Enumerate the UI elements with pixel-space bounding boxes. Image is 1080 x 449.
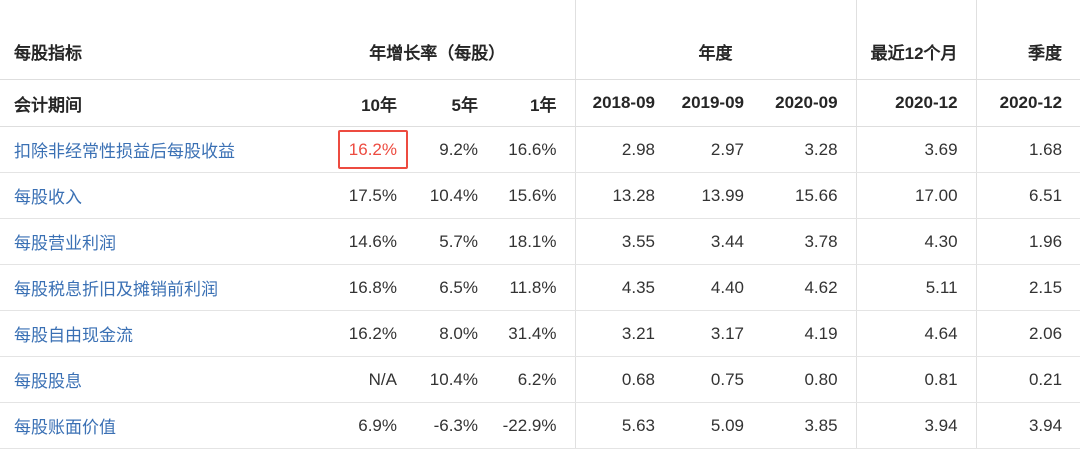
row-label-cell: 每股自由现金流 [0, 310, 300, 357]
cell-2019-09: 3.44 [673, 218, 762, 265]
table-row-fcf-per-share: 每股自由现金流 16.2% 8.0% 31.4% 3.21 3.17 4.19 … [0, 310, 1080, 357]
cell-quarter: 1.96 [975, 218, 1080, 265]
cell-growth-10y: 16.2% [300, 310, 415, 357]
cell-2020-09: 3.85 [762, 402, 857, 449]
highlight-box: 16.2% [337, 130, 408, 169]
group-header-metric: 每股指标 [0, 0, 300, 80]
cell-2018-09: 3.21 [574, 310, 673, 357]
row-link-book-value-per-share[interactable]: 每股账面价值 [14, 418, 116, 437]
row-link-dividend-per-share[interactable]: 每股股息 [14, 372, 82, 391]
cell-growth-10y: 17.5% [300, 172, 415, 219]
cell-2020-09: 4.62 [762, 264, 857, 311]
group-header-ttm: 最近12个月 [855, 0, 977, 80]
cell-growth-1y: 6.2% [496, 356, 575, 403]
cell-growth-1y: -22.9% [496, 402, 575, 449]
column-header-2020-09: 2020-09 [762, 79, 857, 127]
group-header-row: 每股指标 年增长率（每股） 年度 最近12个月 季度 [0, 0, 1080, 80]
cell-ttm: 5.11 [855, 264, 977, 311]
cell-growth-5y: 9.2% [415, 126, 496, 173]
table-row-ebitda-per-share: 每股税息折旧及摊销前利润 16.8% 6.5% 11.8% 4.35 4.40 … [0, 264, 1080, 311]
cell-2019-09: 5.09 [673, 402, 762, 449]
cell-ttm: 4.30 [855, 218, 977, 265]
row-link-operating-income-per-share[interactable]: 每股营业利润 [14, 234, 116, 253]
cell-quarter: 2.06 [975, 310, 1080, 357]
row-label-cell: 每股账面价值 [0, 402, 300, 449]
column-header-quarter-2020-12: 2020-12 [975, 79, 1080, 127]
cell-2019-09: 0.75 [673, 356, 762, 403]
cell-ttm: 3.69 [855, 126, 977, 173]
cell-growth-5y: 10.4% [415, 356, 496, 403]
cell-growth-1y: 11.8% [496, 264, 575, 311]
cell-2020-09: 3.28 [762, 126, 857, 173]
row-link-ebitda-per-share[interactable]: 每股税息折旧及摊销前利润 [14, 280, 218, 299]
cell-growth-5y: -6.3% [415, 402, 496, 449]
cell-growth-5y: 5.7% [415, 218, 496, 265]
column-header-2019-09: 2019-09 [673, 79, 762, 127]
table-row-eps-excl-nri: 扣除非经常性损益后每股收益 16.2% 9.2% 16.6% 2.98 2.97… [0, 126, 1080, 173]
column-header-fiscal-period: 会计期间 [0, 79, 300, 127]
group-header-growth: 年增长率（每股） [300, 0, 575, 80]
column-header-row: 会计期间 10年 5年 1年 2018-09 2019-09 2020-09 2… [0, 79, 1080, 127]
cell-2018-09: 4.35 [574, 264, 673, 311]
cell-2018-09: 0.68 [574, 356, 673, 403]
cell-growth-10y: 6.9% [300, 402, 415, 449]
row-label-cell: 每股股息 [0, 356, 300, 403]
cell-ttm: 17.00 [855, 172, 977, 219]
group-header-annual: 年度 [574, 0, 857, 80]
cell-2020-09: 15.66 [762, 172, 857, 219]
cell-growth-1y: 18.1% [496, 218, 575, 265]
cell-quarter: 6.51 [975, 172, 1080, 219]
cell-growth-10y: N/A [300, 356, 415, 403]
cell-2019-09: 13.99 [673, 172, 762, 219]
cell-growth-10y: 16.2% [300, 126, 415, 173]
row-label-cell: 每股收入 [0, 172, 300, 219]
cell-ttm: 0.81 [855, 356, 977, 403]
cell-2018-09: 2.98 [574, 126, 673, 173]
cell-growth-5y: 8.0% [415, 310, 496, 357]
column-header-1y: 1年 [496, 79, 575, 127]
cell-2019-09: 3.17 [673, 310, 762, 357]
cell-quarter: 0.21 [975, 356, 1080, 403]
group-header-quarter: 季度 [975, 0, 1080, 80]
cell-2018-09: 3.55 [574, 218, 673, 265]
cell-2020-09: 4.19 [762, 310, 857, 357]
row-label-cell: 扣除非经常性损益后每股收益 [0, 126, 300, 173]
row-label-cell: 每股营业利润 [0, 218, 300, 265]
table-row-operating-income-per-share: 每股营业利润 14.6% 5.7% 18.1% 3.55 3.44 3.78 4… [0, 218, 1080, 265]
cell-ttm: 4.64 [855, 310, 977, 357]
column-header-2018-09: 2018-09 [574, 79, 673, 127]
cell-growth-10y: 14.6% [300, 218, 415, 265]
table-row-book-value-per-share: 每股账面价值 6.9% -6.3% -22.9% 5.63 5.09 3.85 … [0, 402, 1080, 449]
row-link-revenue-per-share[interactable]: 每股收入 [14, 188, 82, 207]
cell-2019-09: 4.40 [673, 264, 762, 311]
cell-2019-09: 2.97 [673, 126, 762, 173]
cell-2018-09: 5.63 [574, 402, 673, 449]
cell-ttm: 3.94 [855, 402, 977, 449]
cell-growth-5y: 10.4% [415, 172, 496, 219]
cell-2020-09: 3.78 [762, 218, 857, 265]
cell-growth-5y: 6.5% [415, 264, 496, 311]
row-link-eps-excl-nri[interactable]: 扣除非经常性损益后每股收益 [14, 142, 235, 161]
table-row-dividend-per-share: 每股股息 N/A 10.4% 6.2% 0.68 0.75 0.80 0.81 … [0, 356, 1080, 403]
cell-growth-1y: 15.6% [496, 172, 575, 219]
column-header-ttm-2020-12: 2020-12 [855, 79, 977, 127]
cell-quarter: 1.68 [975, 126, 1080, 173]
cell-2018-09: 13.28 [574, 172, 673, 219]
cell-quarter: 3.94 [975, 402, 1080, 449]
table-row-revenue-per-share: 每股收入 17.5% 10.4% 15.6% 13.28 13.99 15.66… [0, 172, 1080, 219]
row-label-cell: 每股税息折旧及摊销前利润 [0, 264, 300, 311]
cell-growth-10y: 16.8% [300, 264, 415, 311]
cell-2020-09: 0.80 [762, 356, 857, 403]
column-header-10y: 10年 [300, 79, 415, 127]
cell-growth-1y: 16.6% [496, 126, 575, 173]
column-header-5y: 5年 [415, 79, 496, 127]
cell-growth-1y: 31.4% [496, 310, 575, 357]
row-link-fcf-per-share[interactable]: 每股自由现金流 [14, 326, 133, 345]
cell-quarter: 2.15 [975, 264, 1080, 311]
